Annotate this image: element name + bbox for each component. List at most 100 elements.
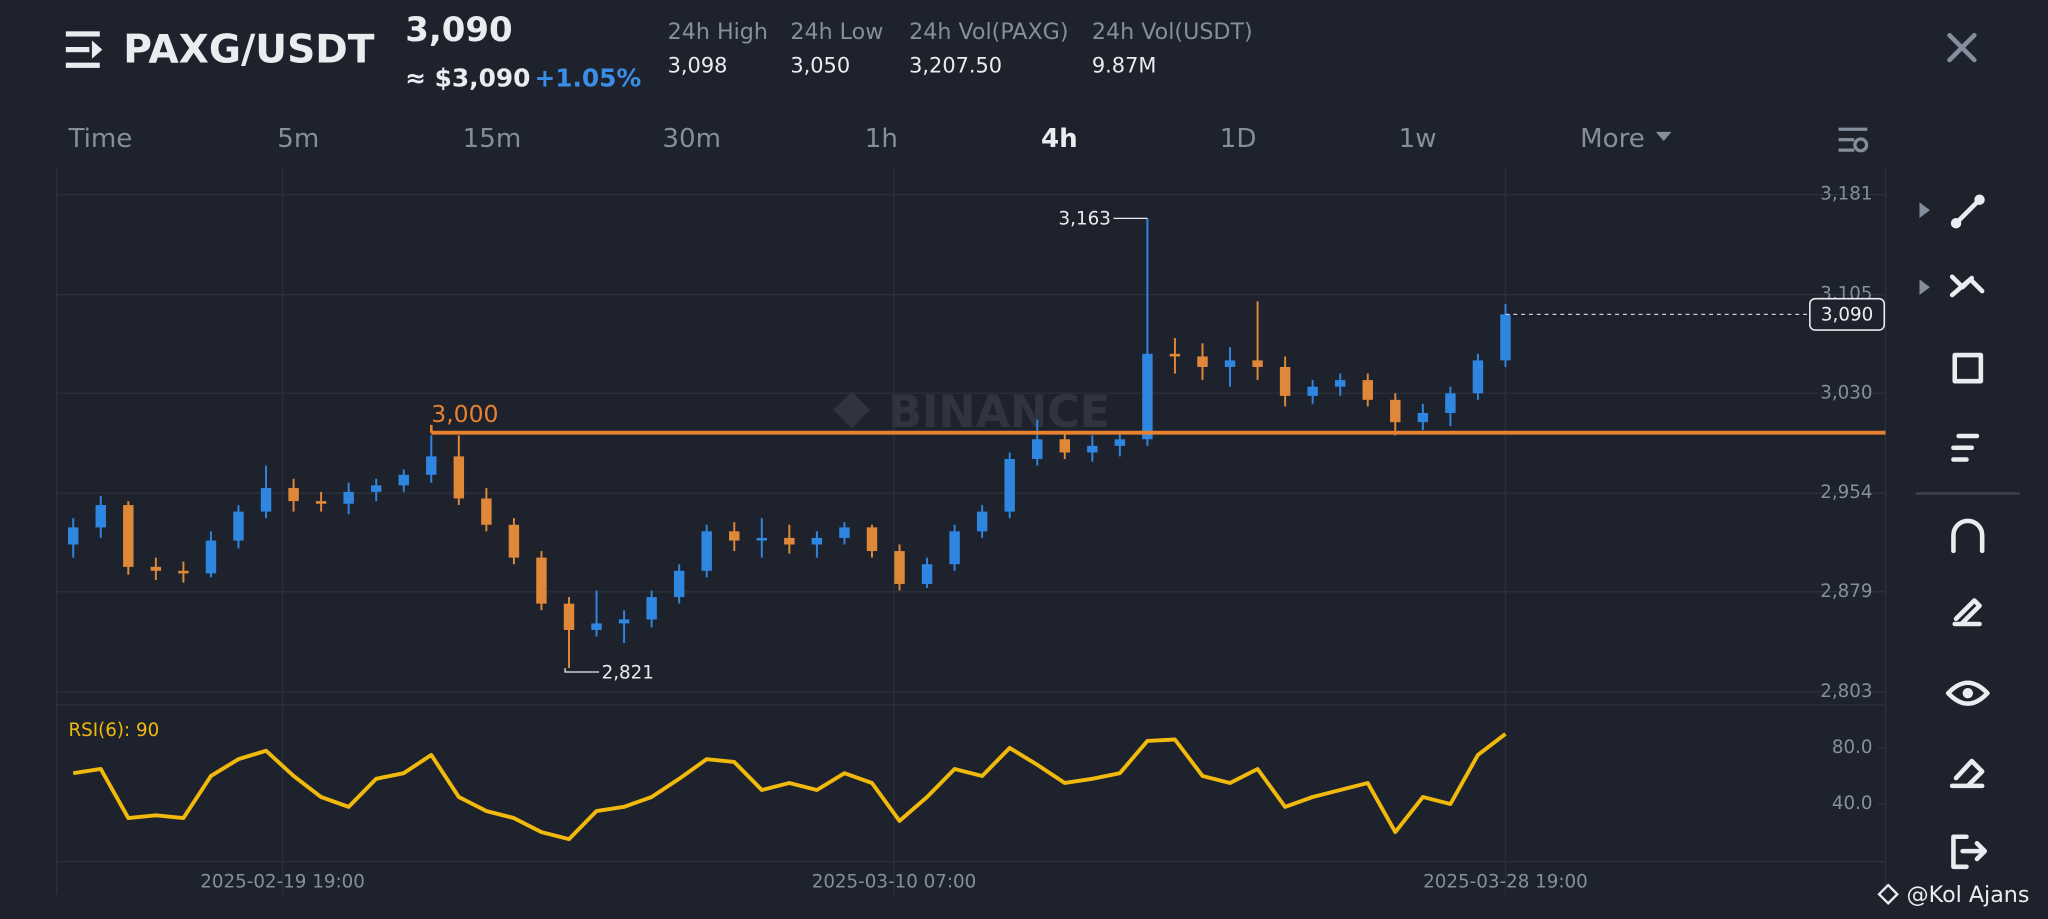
candle-body (1169, 353, 1181, 357)
candle-body (343, 491, 354, 504)
grid (56, 167, 1887, 895)
candle-body (1417, 412, 1429, 423)
candle-body (150, 566, 162, 571)
candle-body (1362, 380, 1373, 400)
stat-label: 24h High (668, 19, 768, 45)
y-tick-label: 2,954 (1820, 482, 1872, 503)
menu-arrow (91, 40, 103, 59)
interval-tab[interactable]: 1h (865, 124, 898, 154)
candle-body (811, 537, 823, 545)
y-tick-label: 3,181 (1820, 184, 1872, 205)
last-price-box (1809, 297, 1886, 331)
visibility-tool[interactable] (1945, 680, 1990, 706)
rsi-tick-label: 40.0 (1832, 793, 1873, 814)
candle-body (756, 537, 768, 541)
chart-settings-icon[interactable] (1838, 127, 1869, 153)
fiat-price: ≈ $3,090 (405, 64, 530, 93)
close-stroke (1947, 32, 1977, 63)
candle-body (205, 540, 217, 574)
candle-body (1500, 314, 1511, 361)
shape-tool[interactable] (1952, 352, 1984, 384)
icon-stroke (1945, 680, 1990, 706)
candle-body (618, 619, 630, 624)
menu-bar (65, 46, 90, 53)
x-tick-label: 2025-02-19 19:00 (200, 871, 365, 892)
candle-body (315, 501, 327, 504)
candle-body (646, 597, 657, 620)
candle-body (453, 456, 465, 499)
candle-body (1445, 393, 1456, 413)
stat-label: 24h Vol(USDT) (1092, 19, 1253, 45)
watermark-logo (833, 391, 870, 429)
candle-body (976, 511, 988, 532)
low-label: 2,821 (602, 662, 654, 683)
y-tick-label: 2,879 (1820, 581, 1872, 602)
pencil-tool[interactable] (1952, 598, 1982, 627)
labels: 3,1813,1053,0302,9542,8792,80380.040.020… (68, 184, 1886, 892)
menu-icon[interactable] (65, 31, 103, 68)
candle-body (178, 570, 189, 574)
stat-label: 24h Low (790, 19, 883, 45)
candle-body (288, 487, 299, 502)
price-change: +1.05% (534, 64, 641, 93)
candle-body (1390, 399, 1401, 423)
stat-value: 3,098 (668, 54, 728, 78)
more-tab[interactable]: More (1580, 124, 1645, 154)
candle-body (481, 498, 492, 525)
candle-body (536, 557, 547, 604)
interval-tab[interactable]: 15m (463, 124, 522, 154)
candle-body (95, 505, 106, 528)
fib-tool[interactable] (1949, 274, 1985, 298)
pattern-tool[interactable] (1951, 433, 1980, 462)
candle-body (1142, 353, 1153, 440)
drawing-toolbar (1915, 194, 2021, 870)
candle-body (894, 551, 905, 584)
magnet-tool[interactable] (1951, 518, 1985, 554)
x-tick-label: 2025-03-10 07:00 (812, 871, 977, 892)
tool-expand (1919, 202, 1930, 219)
icon-stroke (1950, 218, 1962, 229)
rsi-tick-label: 80.0 (1832, 737, 1873, 758)
candle-body (1004, 459, 1015, 512)
credit-logo (1877, 883, 1899, 905)
exit-tool[interactable] (1951, 834, 1988, 870)
stat-value: 3,050 (790, 54, 850, 78)
candle-body (949, 531, 960, 565)
candle-body (398, 474, 409, 486)
interval-tab[interactable]: 1w (1399, 124, 1437, 154)
candle-body (370, 485, 382, 492)
pair-title: PAXG/USDT (123, 28, 375, 73)
watermark: BINANCE (833, 387, 1110, 438)
candle-body (1334, 380, 1346, 387)
stat-label: 24h Vol(PAXG) (909, 19, 1068, 45)
candle-body (123, 505, 134, 567)
interval-tab[interactable]: 5m (277, 124, 319, 154)
candle-body (68, 527, 79, 545)
candle-body (1252, 360, 1263, 367)
candle-body (701, 531, 712, 571)
last-price-label: 3,090 (1821, 305, 1873, 326)
candle-body (1279, 366, 1291, 396)
rsi-label: RSI(6): 90 (68, 720, 159, 741)
interval-tab[interactable]: 4h (1041, 124, 1078, 154)
menu-bar (65, 62, 100, 68)
candle-body (1087, 445, 1098, 453)
watermark-text: BINANCE (888, 387, 1110, 438)
x-tick-label: 2025-03-28 19:00 (1423, 871, 1588, 892)
candle-body (839, 527, 850, 538)
trend-line-tool[interactable] (1950, 194, 1985, 229)
candle-body (1114, 439, 1126, 446)
tool-expand (1919, 279, 1930, 296)
interval-tab[interactable]: 1D (1220, 124, 1257, 154)
interval-tab[interactable]: 30m (662, 124, 721, 154)
candle-body (784, 537, 795, 545)
candle-body (1059, 439, 1070, 453)
close-button[interactable] (1947, 32, 1977, 63)
candle-body (866, 527, 878, 552)
y-tick-label: 2,803 (1820, 681, 1872, 702)
interval-tab[interactable]: Time (67, 124, 132, 154)
level-line-label: 3,000 (431, 400, 498, 428)
candle-body (1032, 439, 1043, 460)
eraser-tool[interactable] (1949, 758, 1985, 789)
